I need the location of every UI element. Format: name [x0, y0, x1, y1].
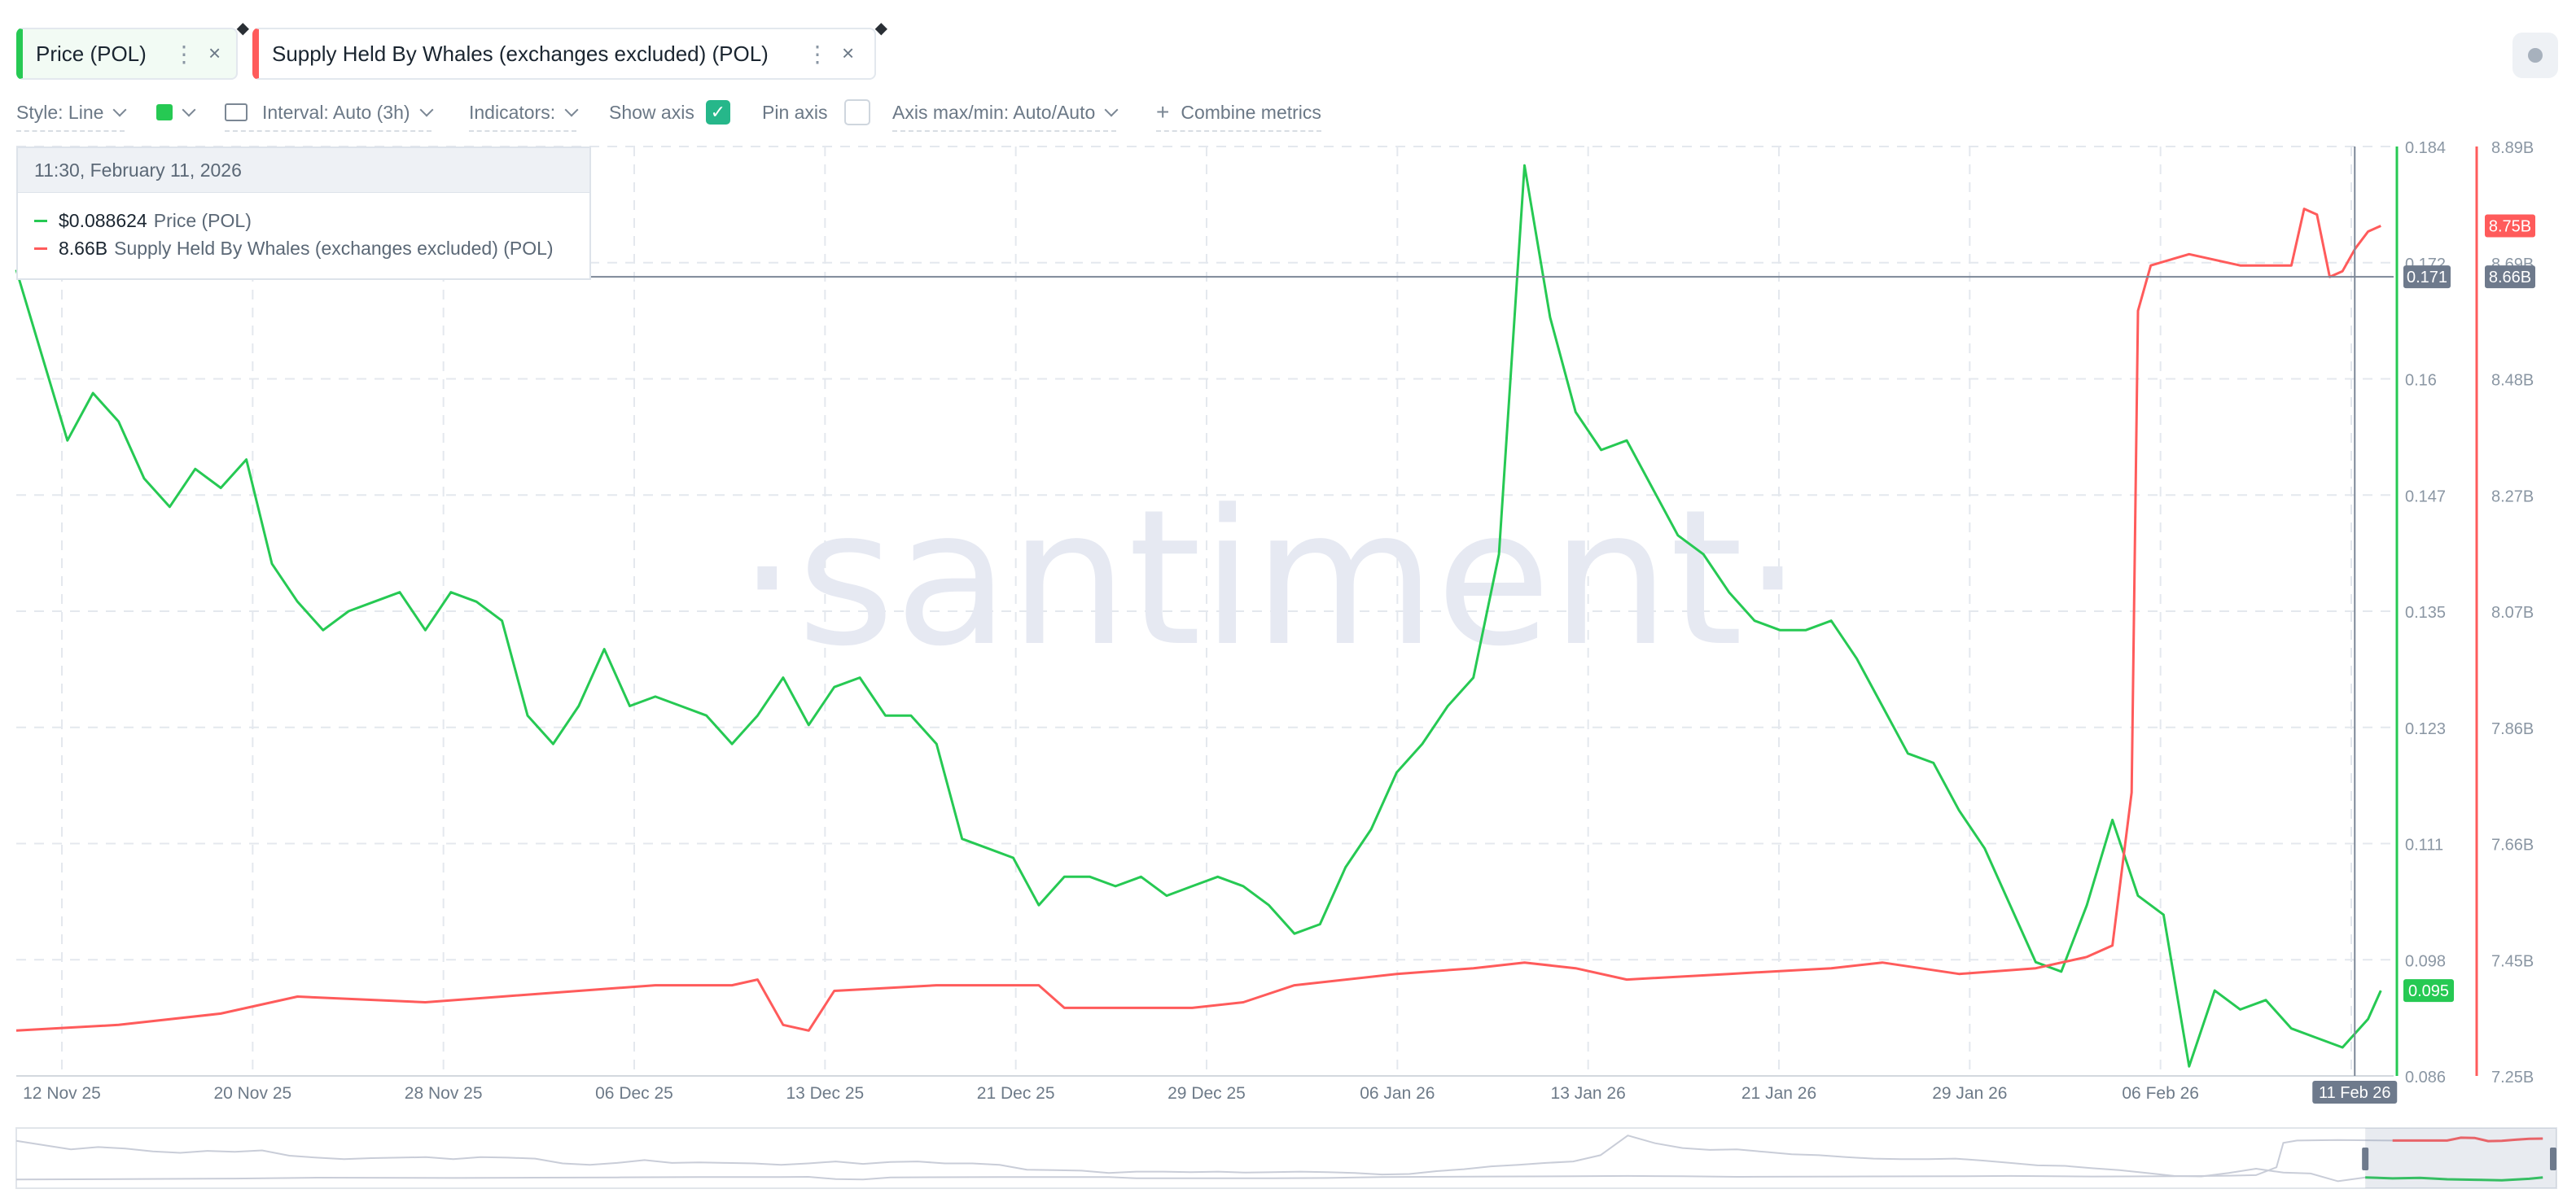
navigator-selected-line [2365, 1176, 2543, 1182]
combine-metrics-button[interactable]: + Combine metrics [1156, 96, 1321, 132]
crosshair-date-bg [2312, 1081, 2398, 1104]
y-left-tick-label: 0.147 [2405, 488, 2446, 505]
more-options-icon[interactable]: ⋮ [173, 42, 195, 67]
combine-metrics-label: Combine metrics [1181, 101, 1321, 123]
tooltip-value: 8.66B [59, 238, 108, 259]
more-options-icon[interactable]: ⋮ [806, 42, 829, 67]
x-tick-label: 20 Nov 25 [213, 1084, 291, 1103]
ethereum-icon: ◆ [236, 20, 249, 37]
y-right-tick-label: 8.07B [2491, 604, 2534, 622]
legend-swatch [34, 220, 47, 222]
axis-maxmin-label: Axis max/min: Auto/Auto [892, 101, 1096, 123]
interval-icon [225, 103, 248, 121]
y-right-tick-label: 7.25B [2491, 1069, 2534, 1087]
y-left-tick-label: 0.16 [2405, 372, 2437, 390]
last-price-label: 0.095 [2408, 982, 2449, 1000]
axis-maxmin-dropdown[interactable]: Axis max/min: Auto/Auto [892, 96, 1119, 132]
tooltip-row-whales: 8.66B Supply Held By Whales (exchanges e… [34, 238, 554, 260]
navigator-left-handle [2362, 1148, 2369, 1170]
x-tick-label: 21 Dec 25 [977, 1084, 1055, 1103]
crosshair-right-value: 8.66B [2489, 269, 2531, 286]
x-tick-label: 13 Jan 26 [1551, 1084, 1626, 1103]
x-tick-label: 06 Jan 26 [1360, 1084, 1435, 1103]
navigator-right-handle [2550, 1148, 2556, 1170]
navigator-selected-line [2392, 1136, 2543, 1143]
show-axis-toggle[interactable]: Show axis ✓ [609, 96, 730, 129]
y-left-tick-label: 0.098 [2405, 952, 2446, 970]
y-left-tick-label: 0.111 [2405, 837, 2443, 855]
pin-axis-toggle[interactable]: Pin axis [762, 96, 870, 129]
legend-swatch [34, 247, 47, 250]
tooltip-row-price: $0.088624 Price (POL) [34, 210, 252, 232]
record-button[interactable] [2512, 33, 2558, 78]
crosshair-date: 11 Feb 26 [2319, 1084, 2391, 1102]
metric-tab-label: Price (POL) [36, 41, 147, 66]
crosshair-right-value-bg [2485, 265, 2535, 289]
navigator-selection [2365, 1128, 2556, 1188]
indicators-label: Indicators: [469, 101, 556, 123]
x-tick-label: 06 Dec 25 [595, 1084, 673, 1103]
tooltip-name: Price (POL) [153, 210, 252, 231]
last-price-label-bg [2403, 979, 2454, 1003]
close-icon[interactable]: × [208, 41, 221, 65]
last-whales-label: 8.75B [2489, 217, 2531, 235]
x-tick-label: 29 Dec 25 [1168, 1084, 1246, 1103]
y-right-tick-label: 7.66B [2491, 837, 2534, 855]
y-right-tick-label: 7.86B [2491, 720, 2534, 738]
style-dropdown[interactable]: Style: Line [16, 96, 127, 132]
y-right-tick-label: 8.27B [2491, 488, 2534, 505]
navigator-line [15, 1135, 2543, 1183]
chart-series [15, 164, 2382, 1068]
x-tick-label: 12 Nov 25 [23, 1084, 101, 1103]
x-tick-label: 13 Dec 25 [786, 1084, 864, 1103]
x-tick-label: 06 Feb 26 [2122, 1084, 2199, 1103]
y-left-tick-label: 0.123 [2405, 720, 2446, 738]
pin-axis-label: Pin axis [762, 101, 828, 123]
x-tick-label: 21 Jan 26 [1741, 1084, 1816, 1103]
record-icon [2528, 48, 2543, 63]
x-tick-label: 28 Nov 25 [405, 1084, 483, 1103]
y-right-tick-label: 8.48B [2491, 372, 2534, 390]
ethereum-icon: ◆ [874, 20, 887, 37]
metric-tab-price[interactable]: Price (POL) ⋮ × ◆ [16, 20, 249, 80]
y-right-tick-label: 8.89B [2491, 139, 2534, 157]
chart-tooltip: 11:30, February 11, 2026 $0.088624 Price… [16, 146, 591, 280]
color-swatch [156, 104, 173, 120]
y-left-tick-label: 0.086 [2405, 1069, 2446, 1087]
style-label: Style: Line [16, 101, 104, 123]
tooltip-name: Supply Held By Whales (exchanges exclude… [114, 238, 554, 259]
whales-line [15, 208, 2381, 1032]
color-picker[interactable] [156, 96, 196, 129]
interval-dropdown[interactable]: Interval: Auto (3h) [225, 96, 434, 132]
price-line [15, 164, 2382, 1068]
santiment-watermark: ·santiment· [738, 470, 1803, 688]
show-axis-label: Show axis [609, 101, 694, 123]
metric-tab-whales[interactable]: Supply Held By Whales (exchanges exclude… [252, 20, 887, 80]
close-icon[interactable]: × [842, 41, 855, 65]
y-left-tick-label: 0.135 [2405, 604, 2446, 622]
plus-icon: + [1156, 99, 1170, 125]
tooltip-date: 11:30, February 11, 2026 [18, 148, 589, 193]
checkbox-checked-icon[interactable]: ✓ [705, 100, 730, 125]
x-tick-label: 29 Jan 26 [1932, 1084, 2007, 1103]
y-left-tick-label: 0.184 [2405, 139, 2446, 157]
interval-label: Interval: Auto (3h) [262, 101, 410, 123]
crosshair: 0.171 8.66B 11 Feb 26 0.095 8.75B [16, 146, 2535, 1104]
metric-tabs: Price (POL) ⋮ × ◆ Supply Held By Whales … [16, 20, 887, 80]
crosshair-left-value: 0.171 [2407, 269, 2447, 286]
y-right-tick-label: 7.45B [2491, 952, 2534, 970]
metric-tab-label: Supply Held By Whales (exchanges exclude… [272, 41, 769, 66]
last-whales-label-bg [2485, 214, 2535, 238]
indicators-dropdown[interactable]: Indicators: [469, 96, 579, 132]
crosshair-left-value-bg [2403, 265, 2451, 289]
tooltip-value: $0.088624 [59, 210, 147, 231]
checkbox-unchecked-icon[interactable] [843, 99, 870, 125]
range-navigator[interactable] [15, 1127, 2557, 1189]
